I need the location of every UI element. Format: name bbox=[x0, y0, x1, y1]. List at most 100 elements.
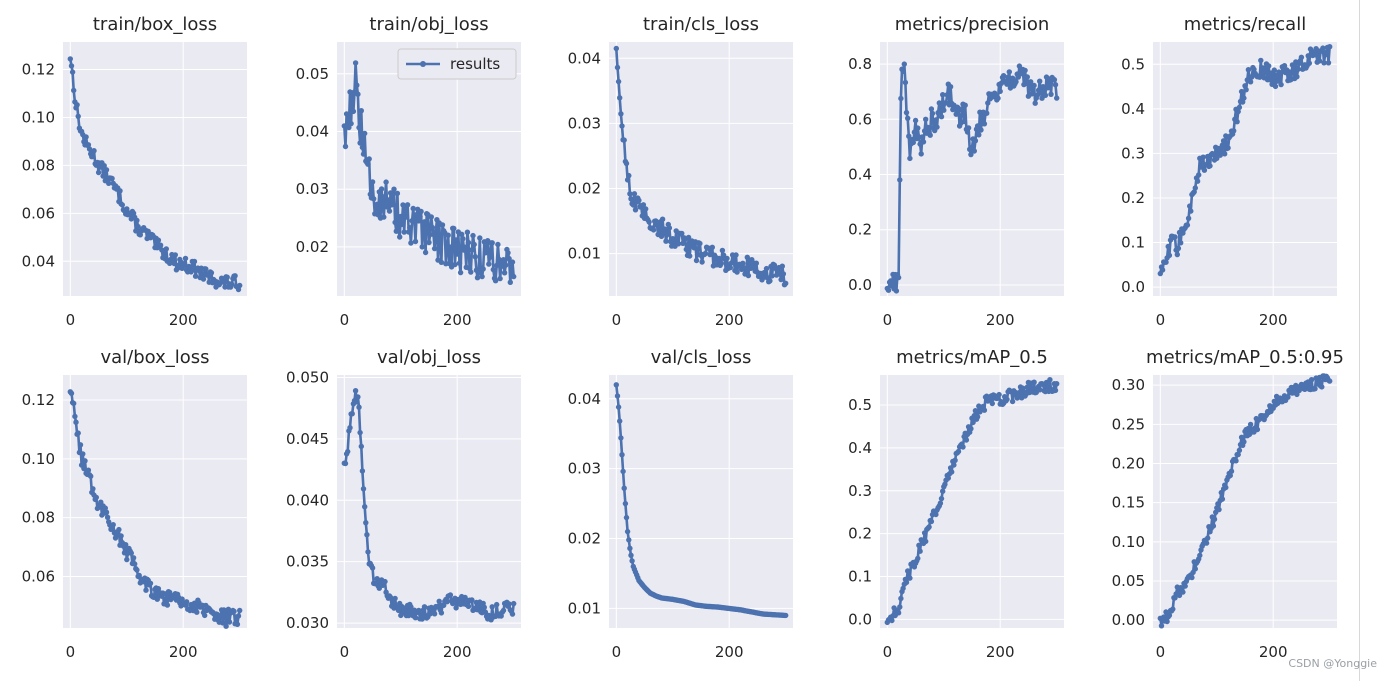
data-point bbox=[974, 414, 981, 420]
data-point bbox=[71, 87, 77, 94]
data-point bbox=[469, 597, 475, 603]
data-point bbox=[356, 124, 362, 131]
data-point bbox=[900, 68, 906, 75]
data-point bbox=[186, 263, 192, 270]
data-point bbox=[431, 245, 438, 252]
data-point bbox=[923, 116, 929, 123]
data-point bbox=[741, 265, 747, 271]
y-tick-label: 0.25 bbox=[1112, 415, 1145, 433]
data-point bbox=[172, 252, 178, 258]
x-tick-label: 0 bbox=[66, 311, 76, 329]
data-point bbox=[901, 61, 907, 67]
data-point bbox=[1258, 57, 1264, 64]
data-point bbox=[208, 270, 215, 276]
data-point bbox=[917, 548, 923, 554]
data-point bbox=[911, 129, 918, 135]
data-point bbox=[438, 259, 445, 265]
y-tick-label: 0.03 bbox=[568, 460, 601, 478]
data-point bbox=[941, 107, 947, 113]
data-point bbox=[117, 188, 123, 194]
data-point bbox=[1052, 387, 1059, 394]
data-point bbox=[1022, 67, 1028, 74]
data-point bbox=[718, 260, 724, 267]
data-point bbox=[1163, 609, 1169, 615]
x-tick-label: 0 bbox=[612, 643, 622, 661]
data-point bbox=[935, 110, 941, 116]
data-point bbox=[67, 56, 74, 62]
data-point bbox=[1275, 78, 1281, 84]
data-point bbox=[471, 241, 477, 248]
data-point bbox=[972, 138, 979, 144]
chart-panel-10: metrics/mAP_0.5:0.95 0 200 0.00 0.05 0.10 0.15… bbox=[1112, 347, 1344, 661]
data-point bbox=[659, 216, 666, 222]
series-results bbox=[1157, 373, 1333, 629]
data-point bbox=[1308, 377, 1315, 383]
data-point bbox=[947, 84, 954, 90]
data-point bbox=[422, 249, 429, 256]
data-point bbox=[938, 495, 945, 502]
data-point bbox=[1270, 78, 1276, 84]
data-point bbox=[1325, 60, 1332, 66]
series-results bbox=[1157, 44, 1333, 277]
data-point bbox=[453, 237, 459, 243]
data-point bbox=[437, 241, 443, 248]
data-point bbox=[1037, 387, 1043, 393]
data-point bbox=[418, 611, 424, 617]
x-tick-label: 0 bbox=[66, 643, 76, 661]
data-point bbox=[716, 255, 722, 262]
data-point bbox=[363, 520, 369, 526]
data-point bbox=[949, 469, 955, 475]
data-point bbox=[1048, 91, 1054, 98]
data-point bbox=[352, 388, 359, 394]
data-point bbox=[445, 232, 451, 238]
y-tick-label: 0.1 bbox=[848, 568, 872, 586]
x-tick-label: 0 bbox=[340, 643, 350, 661]
y-tick-label: 0.02 bbox=[568, 530, 601, 548]
data-point bbox=[433, 229, 439, 235]
data-point bbox=[1245, 67, 1252, 73]
y-tick-label: 0.05 bbox=[1112, 572, 1145, 590]
data-point bbox=[666, 225, 673, 231]
data-point bbox=[100, 173, 106, 179]
data-point bbox=[984, 110, 990, 116]
data-point bbox=[1005, 74, 1011, 80]
y-tick-label: 0.3 bbox=[848, 482, 872, 500]
data-point bbox=[1219, 142, 1226, 148]
x-tick-label: 0 bbox=[340, 311, 350, 329]
data-point bbox=[495, 241, 501, 248]
data-point bbox=[490, 266, 496, 273]
data-point bbox=[342, 460, 349, 467]
data-point bbox=[693, 257, 700, 264]
data-point bbox=[80, 451, 86, 457]
y-tick-label: 0.04 bbox=[296, 122, 329, 140]
data-point bbox=[1052, 82, 1059, 88]
data-point bbox=[1192, 566, 1199, 572]
data-point bbox=[103, 509, 110, 515]
data-point bbox=[952, 457, 958, 463]
data-point bbox=[619, 123, 625, 129]
data-point bbox=[1175, 245, 1182, 251]
data-point bbox=[1031, 82, 1037, 89]
data-point bbox=[662, 226, 668, 232]
data-point bbox=[90, 486, 96, 492]
data-point bbox=[378, 186, 385, 192]
x-tick-label: 200 bbox=[169, 311, 198, 329]
data-point bbox=[403, 214, 410, 220]
data-point bbox=[486, 261, 492, 267]
data-point bbox=[355, 394, 361, 400]
data-point bbox=[636, 197, 642, 204]
data-point bbox=[426, 239, 432, 246]
data-point bbox=[624, 528, 631, 535]
y-tick-label: 0.03 bbox=[296, 180, 329, 198]
data-point bbox=[356, 404, 362, 410]
data-point bbox=[1243, 87, 1249, 93]
data-point bbox=[106, 180, 112, 186]
data-point bbox=[480, 266, 486, 272]
data-point bbox=[482, 609, 489, 615]
data-point bbox=[226, 619, 233, 625]
data-point bbox=[903, 109, 910, 116]
data-point bbox=[447, 244, 454, 250]
data-point bbox=[1172, 234, 1178, 240]
data-point bbox=[179, 596, 185, 602]
